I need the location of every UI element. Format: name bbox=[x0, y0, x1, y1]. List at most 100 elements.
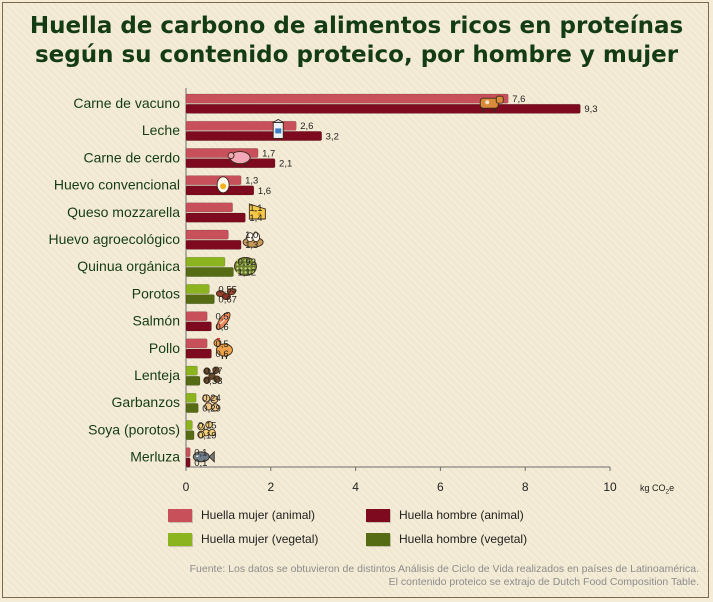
data-label-mujer: 1,1 bbox=[249, 203, 262, 214]
bar-mujer bbox=[185, 93, 509, 104]
bar-mujer bbox=[185, 447, 191, 458]
data-label-mujer: 0,1 bbox=[194, 448, 207, 459]
data-label-hombre: 1,3 bbox=[245, 240, 258, 251]
category-label: Lenteja bbox=[134, 367, 180, 383]
data-label-hombre: 1,4 bbox=[249, 213, 262, 224]
data-label-mujer: 7,6 bbox=[512, 94, 525, 105]
bar-hombre bbox=[185, 430, 195, 441]
category-label: Garbanzos bbox=[112, 394, 180, 410]
data-label-mujer: 0,5 bbox=[215, 339, 228, 350]
bar-hombre bbox=[185, 267, 234, 277]
bar-mujer bbox=[185, 202, 233, 213]
salmon-icon bbox=[216, 311, 231, 330]
bar-hombre bbox=[185, 239, 242, 250]
chart-title-line-1: Huella de carbono de alimentos ricos en … bbox=[29, 13, 684, 39]
chicken-icon bbox=[213, 338, 233, 359]
chart-title: Huella de carbono de alimentos ricos en … bbox=[0, 12, 713, 70]
legend-swatch-hombre-vegetal bbox=[366, 532, 390, 546]
bar-hombre bbox=[185, 131, 322, 141]
data-label-mujer: 1,7 bbox=[262, 148, 275, 159]
data-label-mujer: 0,27 bbox=[204, 366, 223, 377]
data-label-mujer: 0,15 bbox=[198, 420, 217, 431]
category-label: Carne de cerdo bbox=[83, 149, 180, 165]
category-label: Leche bbox=[142, 122, 180, 138]
data-label-hombre: 0,19 bbox=[198, 431, 217, 442]
bar-mujer bbox=[185, 175, 242, 186]
legend-label-hombre-animal: Huella hombre (animal) bbox=[399, 508, 524, 522]
milk-carton-icon bbox=[271, 118, 285, 139]
bar-hombre bbox=[185, 348, 212, 359]
source-note: Fuente: Los datos se obtuvieron de disti… bbox=[190, 563, 699, 589]
data-label-hombre: 9,3 bbox=[584, 104, 597, 115]
x-tick-label: 10 bbox=[603, 480, 617, 494]
source-line-2: El contenido proteico se extrajo de Dutc… bbox=[388, 576, 699, 588]
category-label: Merluza bbox=[130, 449, 180, 465]
data-label-hombre: 0,29 bbox=[202, 403, 221, 414]
data-label-mujer: 0,5 bbox=[215, 312, 228, 323]
bar-hombre bbox=[185, 403, 199, 413]
data-label-hombre: 1,6 bbox=[258, 186, 271, 197]
bar-mujer bbox=[185, 284, 210, 294]
category-label: Porotos bbox=[132, 285, 180, 301]
category-label: Carne de vacuno bbox=[73, 95, 180, 111]
legend-item-mujer-vegetal: Huella mujer (vegetal) bbox=[168, 531, 318, 547]
bar-mujer bbox=[185, 420, 193, 430]
data-label-mujer: 0,55 bbox=[218, 284, 237, 295]
data-label-mujer: 1,0 bbox=[245, 230, 258, 241]
category-label: Huevo agroecológico bbox=[48, 231, 180, 247]
x-tick-label: 2 bbox=[267, 480, 274, 494]
data-label-mujer: 0,24 bbox=[202, 393, 221, 404]
quinoa-icon bbox=[234, 256, 257, 276]
data-label-hombre: 0,6 bbox=[215, 349, 228, 360]
legend-swatch-hombre-animal bbox=[366, 508, 390, 522]
legend-label-mujer-vegetal: Huella mujer (vegetal) bbox=[201, 532, 319, 546]
chart-title-line-2: según su contenido proteico, por hombre … bbox=[34, 42, 679, 68]
legend-item-hombre-vegetal: Huella hombre (vegetal) bbox=[366, 531, 527, 547]
bar-hombre bbox=[185, 103, 581, 114]
x-axis-unit-label: kg CO2e bbox=[640, 483, 674, 496]
legend-swatch-mujer-animal bbox=[168, 508, 192, 522]
x-tick-label: 6 bbox=[437, 480, 444, 494]
bar-mujer bbox=[185, 120, 297, 131]
soybeans-icon bbox=[197, 420, 216, 439]
bar-mujer bbox=[185, 392, 197, 403]
legend-label-mujer-animal: Huella mujer (animal) bbox=[201, 508, 316, 522]
chickpeas-icon bbox=[202, 394, 220, 412]
legend-label-hombre-vegetal: Huella hombre (vegetal) bbox=[399, 532, 528, 546]
x-tick-label: 0 bbox=[183, 480, 190, 494]
fish-icon bbox=[192, 450, 215, 463]
bar-hombre bbox=[185, 294, 215, 305]
category-label: Queso mozzarella bbox=[67, 204, 180, 220]
category-label: Soya (porotos) bbox=[88, 421, 180, 437]
cheese-icon bbox=[248, 203, 266, 220]
category-label: Quinua orgánica bbox=[77, 258, 180, 274]
data-label-hombre: 2,1 bbox=[279, 159, 292, 170]
beans-icon bbox=[215, 288, 236, 301]
data-label-hombre: 0,6 bbox=[215, 322, 228, 333]
bar-mujer bbox=[185, 365, 198, 376]
legend-item-hombre-animal: Huella hombre (animal) bbox=[366, 507, 524, 523]
data-label-hombre: 1,12 bbox=[237, 267, 256, 278]
bar-mujer bbox=[185, 229, 229, 240]
egg-nest-icon bbox=[242, 232, 264, 248]
bar-mujer bbox=[185, 338, 208, 349]
bar-mujer bbox=[185, 256, 226, 267]
x-tick-label: 4 bbox=[352, 480, 359, 494]
pig-icon bbox=[227, 151, 251, 167]
x-tick-label: 8 bbox=[522, 480, 529, 494]
source-line-1: Fuente: Los datos se obtuvieron de disti… bbox=[189, 563, 699, 575]
category-label: Huevo convencional bbox=[54, 177, 180, 193]
egg-icon bbox=[216, 176, 230, 194]
data-label-mujer: 1,3 bbox=[245, 176, 258, 187]
legend-swatch-mujer-vegetal bbox=[168, 532, 192, 546]
lentils-icon bbox=[203, 366, 221, 384]
bar-hombre bbox=[185, 457, 191, 468]
data-label-mujer: 0,92 bbox=[237, 257, 256, 268]
category-label: Pollo bbox=[149, 340, 180, 356]
category-label: Salmón bbox=[133, 313, 180, 329]
data-label-hombre: 0,1 bbox=[194, 458, 207, 469]
bar-hombre bbox=[185, 212, 246, 223]
data-label-mujer: 2,6 bbox=[300, 121, 313, 132]
bar-mujer bbox=[185, 311, 208, 322]
